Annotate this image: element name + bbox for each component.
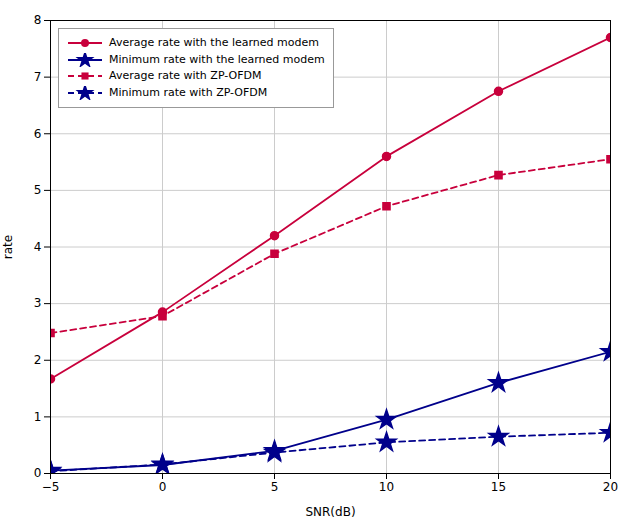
svg-text:0: 0: [159, 480, 167, 494]
svg-text:1: 1: [34, 410, 42, 424]
svg-text:20: 20: [603, 480, 618, 494]
svg-text:15: 15: [491, 480, 506, 494]
svg-text:7: 7: [34, 70, 42, 84]
html-text:Average rate with ZP-OFDM: Average rate with ZP-OFDM: [109, 69, 262, 82]
svg-text:2: 2: [34, 353, 42, 367]
html-text:Minimum rate with ZP-OFDM: Minimum rate with ZP-OFDM: [109, 85, 268, 99]
svg-text:3: 3: [34, 296, 42, 310]
html-text:Minimum rate with the learned: Minimum rate with the learned modem: [109, 52, 325, 66]
html-text:Average rate with the learned: Average rate with the learned modem: [109, 36, 319, 49]
svg-text:10: 10: [379, 480, 394, 494]
svg-text:6: 6: [34, 127, 42, 141]
svg-text:5: 5: [271, 480, 279, 494]
svg-text:SNR(dB): SNR(dB): [305, 505, 355, 518]
svg-text:8: 8: [34, 13, 42, 27]
svg-text:rate: rate: [1, 235, 15, 259]
svg-text:5: 5: [34, 183, 42, 197]
svg-text:4: 4: [34, 240, 42, 254]
svg-text:−5: −5: [42, 480, 60, 494]
svg-text:0: 0: [34, 466, 42, 480]
